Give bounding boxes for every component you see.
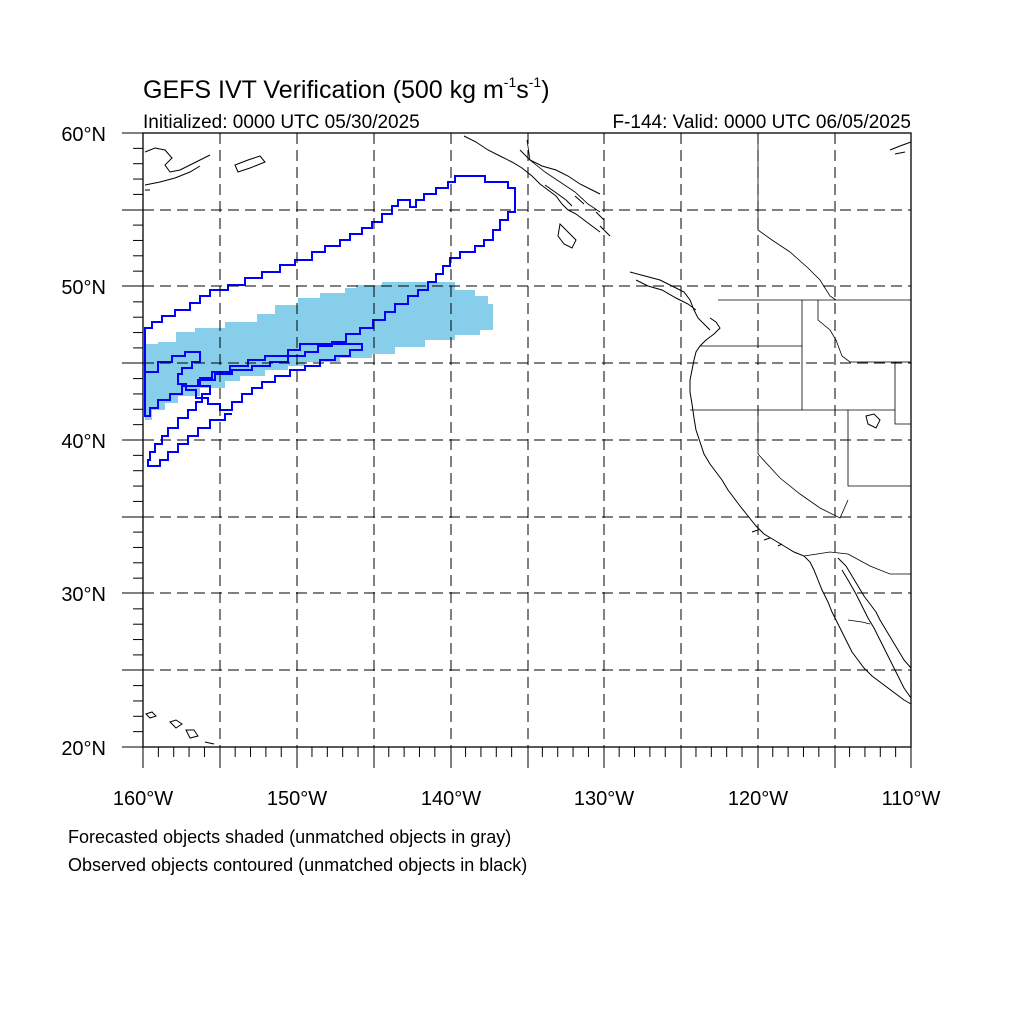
lat-label-40n: 40°N (61, 431, 106, 453)
lon-label-150w: 150°W (267, 788, 327, 810)
longitude-labels: 160°W 150°W 140°W 130°W 120°W 110°W (113, 788, 941, 810)
figure-title: GEFS IVT Verification (500 kg m-1s-1) (143, 74, 550, 104)
observed-legend-note: Observed objects contoured (unmatched ob… (68, 855, 527, 875)
observed-contour-north (144, 175, 516, 417)
forecast-legend-note: Forecasted objects shaded (unmatched obj… (68, 827, 511, 847)
axis-ticks (122, 132, 912, 768)
lon-label-160w: 160°W (113, 788, 173, 810)
lat-label-30n: 30°N (61, 584, 106, 606)
valid-time: F-144: Valid: 0000 UTC 06/05/2025 (612, 112, 911, 133)
map-gridlines (143, 133, 911, 747)
observed-contour-south (144, 343, 363, 467)
lon-label-130w: 130°W (574, 788, 634, 810)
latitude-labels: 60°N 50°N 40°N 30°N 20°N (61, 124, 106, 760)
lat-label-60n: 60°N (61, 124, 106, 146)
lon-label-140w: 140°W (421, 788, 481, 810)
coastlines (144, 135, 912, 745)
lat-label-50n: 50°N (61, 277, 106, 299)
lon-label-120w: 120°W (728, 788, 788, 810)
political-borders (526, 133, 911, 625)
lon-label-110w: 110°W (882, 788, 941, 810)
lat-label-20n: 20°N (61, 738, 106, 760)
initialized-time: Initialized: 0000 UTC 05/30/2025 (143, 112, 420, 133)
